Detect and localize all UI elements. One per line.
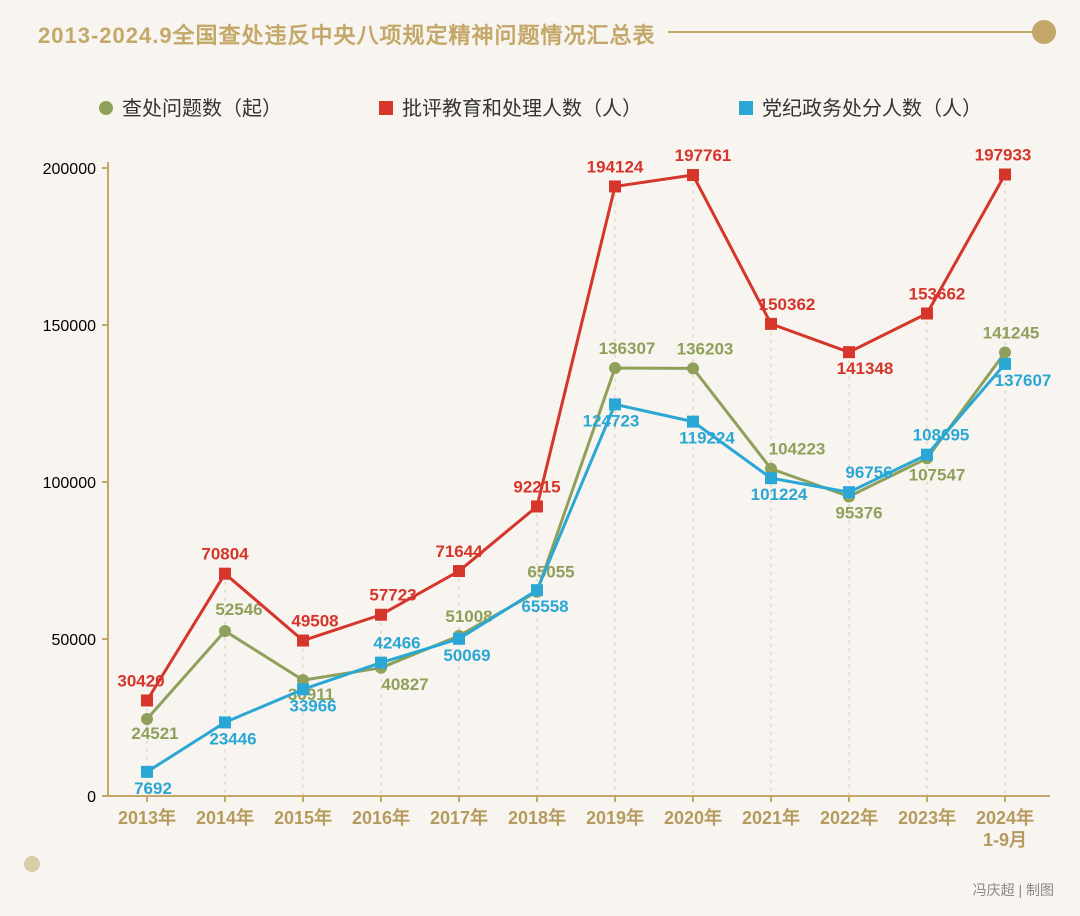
svg-text:2017年: 2017年 — [430, 807, 488, 828]
svg-text:124723: 124723 — [583, 411, 640, 430]
svg-text:95376: 95376 — [835, 504, 882, 523]
svg-text:107547: 107547 — [909, 465, 966, 484]
svg-text:194124: 194124 — [587, 157, 644, 176]
svg-text:2014年: 2014年 — [196, 807, 254, 828]
svg-text:153662: 153662 — [909, 285, 966, 304]
svg-text:2016年: 2016年 — [352, 807, 410, 828]
svg-text:108695: 108695 — [913, 426, 970, 445]
svg-text:0: 0 — [87, 789, 96, 806]
svg-text:24521: 24521 — [131, 724, 178, 743]
svg-text:57723: 57723 — [369, 586, 416, 605]
svg-text:2015年: 2015年 — [274, 807, 332, 828]
decor-dot-icon — [24, 856, 40, 872]
svg-text:1-9月: 1-9月 — [983, 830, 1027, 850]
svg-text:65558: 65558 — [521, 597, 568, 616]
svg-text:33966: 33966 — [289, 696, 336, 715]
svg-text:137607: 137607 — [995, 371, 1052, 390]
svg-text:50000: 50000 — [52, 632, 97, 649]
svg-text:104223: 104223 — [769, 440, 826, 459]
svg-text:23446: 23446 — [209, 729, 256, 748]
svg-text:7692: 7692 — [134, 779, 172, 798]
svg-text:141348: 141348 — [837, 359, 894, 378]
line-chart: 0 50000 100000 150000 200000 2013年 2014年 2015年 2… — [0, 0, 1080, 916]
svg-text:100000: 100000 — [43, 475, 96, 492]
svg-text:50069: 50069 — [443, 646, 490, 665]
svg-text:2023年: 2023年 — [898, 807, 956, 828]
svg-text:119224: 119224 — [679, 429, 735, 448]
svg-text:136203: 136203 — [677, 339, 734, 358]
svg-text:200000: 200000 — [43, 161, 96, 178]
svg-text:2013年: 2013年 — [118, 807, 176, 828]
credit-text: 冯庆超 | 制图 — [973, 880, 1054, 900]
svg-text:96756: 96756 — [845, 463, 892, 482]
svg-text:2022年: 2022年 — [820, 807, 878, 828]
svg-text:2018年: 2018年 — [508, 807, 566, 828]
svg-text:71644: 71644 — [435, 542, 483, 561]
svg-text:49508: 49508 — [291, 612, 338, 631]
svg-text:197933: 197933 — [975, 145, 1032, 164]
svg-text:2021年: 2021年 — [742, 807, 800, 828]
svg-text:2024年: 2024年 — [976, 807, 1034, 828]
svg-text:40827: 40827 — [381, 675, 428, 694]
svg-text:42466: 42466 — [373, 634, 420, 653]
svg-text:52546: 52546 — [215, 600, 262, 619]
svg-text:70804: 70804 — [201, 545, 249, 564]
svg-text:2020年: 2020年 — [664, 807, 722, 828]
svg-text:136307: 136307 — [599, 339, 656, 358]
svg-text:141245: 141245 — [983, 323, 1040, 342]
svg-text:65055: 65055 — [527, 563, 574, 582]
svg-text:101224: 101224 — [751, 485, 808, 504]
svg-text:2019年: 2019年 — [586, 807, 644, 828]
svg-text:150000: 150000 — [43, 318, 96, 335]
svg-text:92215: 92215 — [513, 477, 560, 496]
svg-text:150362: 150362 — [759, 295, 816, 314]
svg-text:30420: 30420 — [117, 671, 164, 690]
svg-text:197761: 197761 — [675, 146, 732, 165]
